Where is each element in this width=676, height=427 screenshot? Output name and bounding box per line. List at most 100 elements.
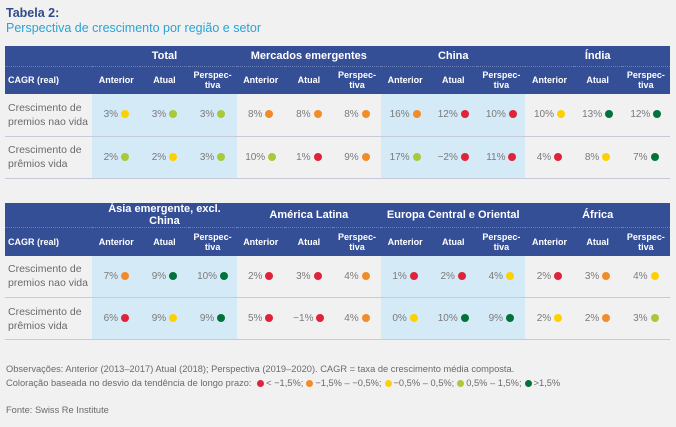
status-dot-icon xyxy=(412,152,421,161)
value: 3% xyxy=(584,270,600,282)
value-cell: 4% xyxy=(525,136,574,179)
value-cell: 9% xyxy=(188,297,237,340)
status-dot-icon xyxy=(409,271,418,280)
value-cell: −1% xyxy=(284,297,333,340)
status-dot-icon xyxy=(554,314,563,322)
value-cell: 10% xyxy=(477,94,526,137)
status-dot-icon xyxy=(121,152,130,161)
value: 9% xyxy=(151,270,167,282)
value: 7% xyxy=(633,151,648,163)
subcolumn-header: Atual xyxy=(284,66,333,94)
row-label: Crescimento de prêmios vida xyxy=(5,136,93,179)
status-dot-icon xyxy=(650,314,659,322)
status-dot-icon xyxy=(602,271,611,280)
subcolumn-header: Atual xyxy=(573,66,622,94)
value-cell: 9% xyxy=(332,136,382,179)
value-cell: 4% xyxy=(621,255,670,298)
subcolumn-header: Anterior xyxy=(525,227,574,256)
subcolumn-header: Perspec-tiva xyxy=(188,66,237,94)
status-dot-icon xyxy=(554,271,563,280)
value-cell: 9% xyxy=(140,297,189,340)
value-cell: 2% xyxy=(429,255,478,298)
value-cell: 11% xyxy=(477,136,526,179)
status-dot-icon xyxy=(121,271,130,280)
status-dot-icon xyxy=(121,314,130,322)
subcolumn-header: Anterior xyxy=(236,227,285,256)
table-title: Tabela 2: xyxy=(6,6,60,20)
value: 8% xyxy=(296,109,311,121)
value: 16% xyxy=(389,109,410,121)
value: 2% xyxy=(440,270,455,282)
value-cell: 4% xyxy=(477,255,526,298)
value: 8% xyxy=(344,109,359,121)
group-header: Europa Central e Oriental xyxy=(381,203,526,228)
value-cell: 3% xyxy=(92,94,141,137)
value-cell: 4% xyxy=(332,255,382,298)
value: 1% xyxy=(296,151,311,163)
value: 10% xyxy=(485,109,506,121)
status-dot-icon xyxy=(650,271,659,280)
row-label: Crescimento de prêmios vida xyxy=(5,297,93,340)
table-row: Crescimento de prêmios vida 2% 2% 3% 10% 1% 9%… xyxy=(5,136,670,179)
legend-dot-icon xyxy=(524,380,532,387)
status-dot-icon xyxy=(220,271,229,280)
subcolumn-header: Perspec-tiva xyxy=(621,227,670,256)
value: 3% xyxy=(199,109,215,121)
table-row: Crescimento de prêmios vida 6% 9% 9% 5% −1% 4%… xyxy=(5,297,670,340)
legend-dot-icon xyxy=(457,380,465,387)
value: 11% xyxy=(486,151,506,163)
group-header-row: Ásia emergente, excl. China América Latin… xyxy=(5,203,670,228)
value: 12% xyxy=(630,109,651,121)
subcolumn-header: Perspec-tiva xyxy=(332,66,382,94)
subcolumn-header: Atual xyxy=(140,66,189,94)
value: 4% xyxy=(633,270,648,282)
status-dot-icon xyxy=(361,271,370,280)
group-header: Índia xyxy=(525,46,670,67)
table-row: Crescimento de premios nao vida 7% 9% 10% 2%… xyxy=(5,255,670,298)
value: 8% xyxy=(584,151,600,163)
status-dot-icon xyxy=(457,271,466,280)
empty-header xyxy=(5,203,93,228)
status-dot-icon xyxy=(169,271,178,280)
status-dot-icon xyxy=(460,110,469,119)
value-cell: 3% xyxy=(284,255,333,298)
color-legend: Coloração baseada no desvio da tendência… xyxy=(6,376,560,390)
value: 10% xyxy=(533,109,554,121)
subcolumn-header: Perspec-tiva xyxy=(477,227,526,256)
value: 4% xyxy=(536,151,552,163)
status-dot-icon xyxy=(602,314,611,322)
value: 10% xyxy=(437,313,458,324)
status-dot-icon xyxy=(506,314,515,322)
value-cell: 2% xyxy=(573,297,622,340)
status-dot-icon xyxy=(653,110,662,119)
status-dot-icon xyxy=(217,152,226,161)
legend-label: >1,5% xyxy=(533,378,561,388)
value: 3% xyxy=(633,313,648,324)
value-cell: 16% xyxy=(381,94,430,137)
group-header: China xyxy=(381,46,526,67)
legend-label: < −1,5%; xyxy=(266,378,304,388)
status-dot-icon xyxy=(554,152,563,161)
status-dot-icon xyxy=(313,271,322,280)
value: 5% xyxy=(247,313,263,324)
row-label: Crescimento de premios nao vida xyxy=(5,255,93,298)
value-cell: 6% xyxy=(92,297,141,340)
value: 1% xyxy=(392,270,407,282)
legend-label: 0,5% – 1,5%; xyxy=(466,378,522,388)
value-cell: 2% xyxy=(236,255,285,298)
value-cell: −2% xyxy=(429,136,478,179)
status-dot-icon xyxy=(313,152,322,161)
value: 6% xyxy=(103,313,119,324)
legend-label: −0,5% – 0,5%; xyxy=(393,378,455,388)
value: 10% xyxy=(197,270,218,282)
table-subtitle: Perspectiva de crescimento por região e … xyxy=(6,21,261,35)
source: Fonte: Swiss Re Institute xyxy=(6,405,109,415)
status-dot-icon xyxy=(361,110,370,119)
value: 2% xyxy=(536,313,552,324)
status-dot-icon xyxy=(508,152,517,161)
status-dot-icon xyxy=(316,314,325,322)
empty-header xyxy=(5,46,93,67)
growth-table-1: Total Mercados emergentes China Índia CAGR (… xyxy=(5,46,670,179)
value: 12% xyxy=(437,109,458,121)
value-cell: 3% xyxy=(573,255,622,298)
